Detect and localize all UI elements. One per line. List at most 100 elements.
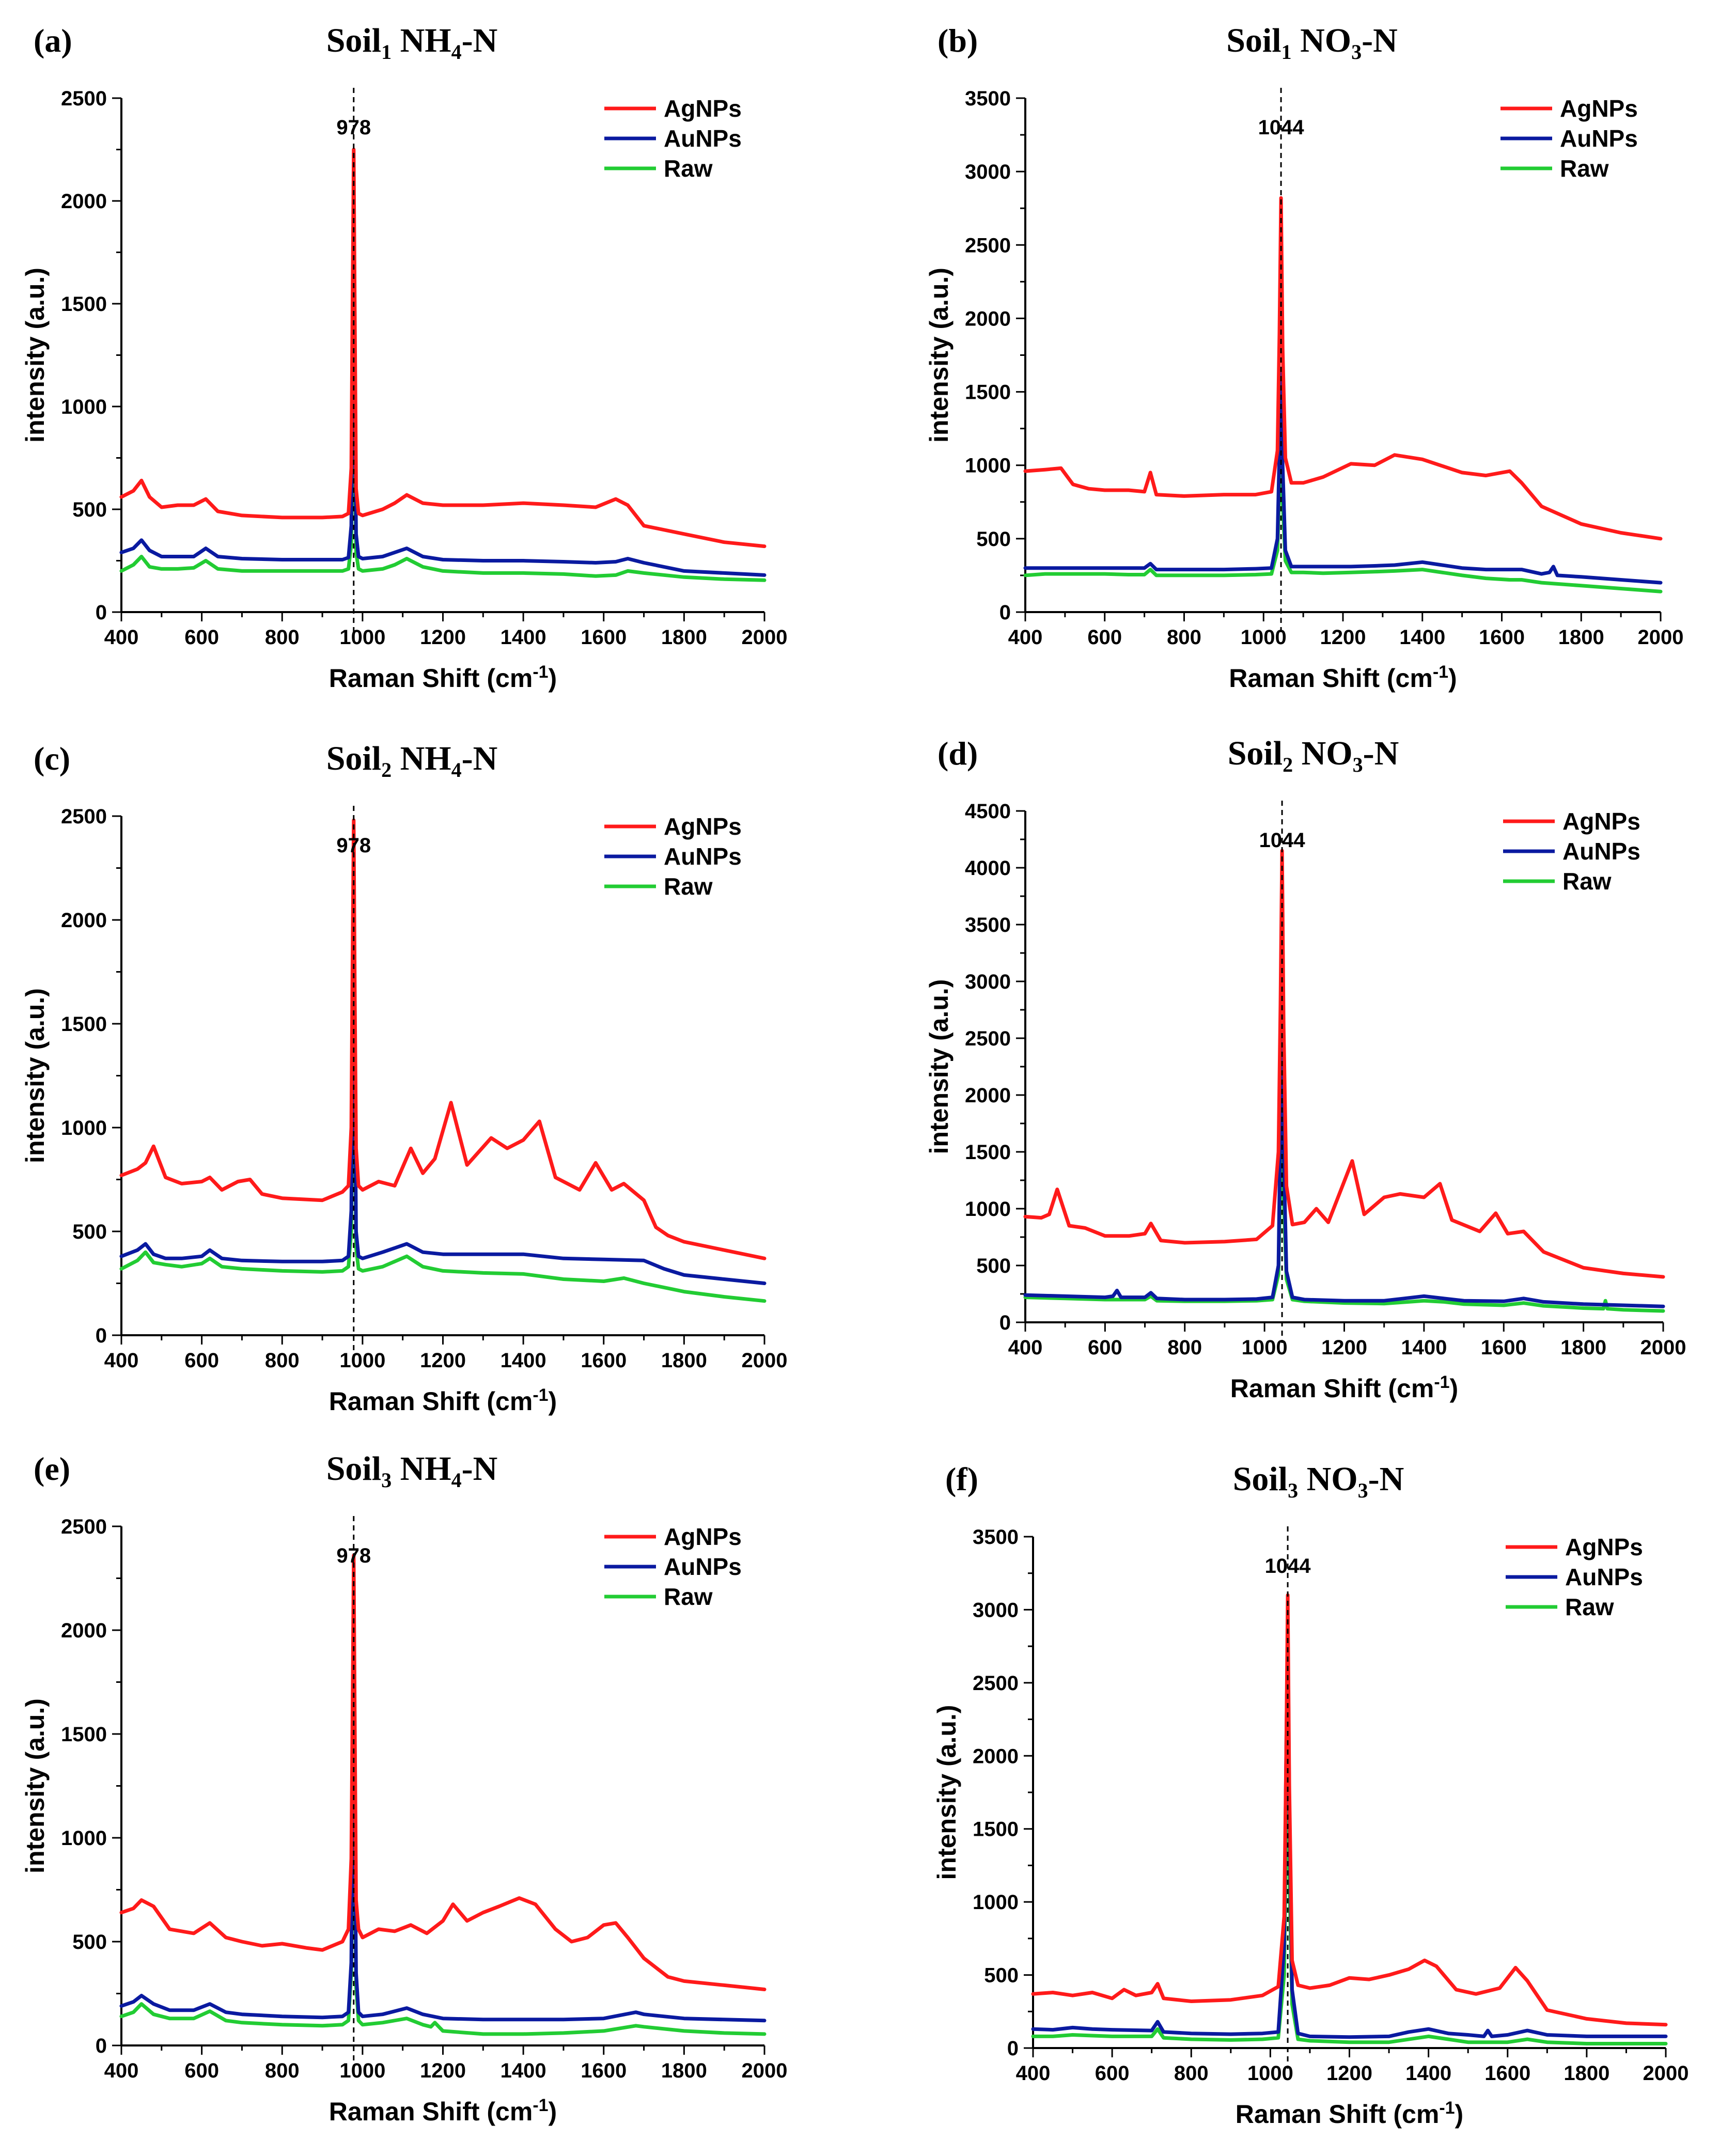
x-tick-label-b: 1600	[1479, 626, 1525, 649]
x-tick-label-a: 600	[184, 626, 219, 649]
x-tick-label-e: 2000	[742, 2059, 788, 2082]
y-tick-label-b: 2000	[965, 307, 1011, 330]
x-axis-label-b: Raman Shift (cm-1)	[1229, 662, 1457, 693]
y-axis-label-a: intensity (a.u.)	[21, 268, 50, 443]
x-tick-label-b: 2000	[1638, 626, 1684, 649]
y-tick-label-c: 1500	[61, 1013, 107, 1036]
x-tick-label-f: 1000	[1247, 2062, 1293, 2085]
x-axis-label-d: Raman Shift (cm-1)	[1230, 1372, 1458, 1403]
y-tick-label-a: 1500	[61, 293, 107, 316]
x-tick-label-b: 400	[1008, 626, 1043, 649]
panel-letter-c: (c)	[34, 740, 70, 777]
x-tick-label-a: 2000	[742, 626, 788, 649]
x-axis-label-f: Raman Shift (cm-1)	[1236, 2098, 1463, 2129]
x-tick-label-f: 400	[1016, 2062, 1051, 2085]
x-tick-label-a: 1400	[501, 626, 546, 649]
y-tick-label-f: 3000	[973, 1599, 1019, 1621]
x-tick-label-a: 800	[265, 626, 300, 649]
y-tick-label-d: 1500	[965, 1141, 1011, 1164]
y-tick-label-b: 1000	[965, 455, 1011, 477]
x-tick-label-c: 1800	[661, 1349, 707, 1372]
legend-label-aunps-f: AuNPs	[1565, 1564, 1643, 1590]
x-axis-label-a: Raman Shift (cm-1)	[329, 662, 557, 693]
y-tick-label-f: 500	[984, 1964, 1019, 1987]
legend-label-raw-f: Raw	[1565, 1593, 1614, 1620]
legend-label-aunps-c: AuNPs	[664, 843, 742, 870]
legend-label-raw-d: Raw	[1562, 868, 1612, 895]
x-tick-label-d: 800	[1167, 1336, 1202, 1359]
x-tick-label-f: 600	[1095, 2062, 1130, 2085]
series-line-agnps-d	[1023, 849, 1665, 1279]
legend-label-agnps-f: AgNPs	[1565, 1534, 1643, 1560]
x-tick-label-d: 1800	[1560, 1336, 1606, 1359]
y-tick-label-a: 0	[96, 601, 107, 624]
x-tick-label-d: 1600	[1481, 1336, 1527, 1359]
chart-panel-f: (f) Soil3 NO3-N 400 600 800 1000 1200 1400 1600 1…	[932, 1460, 1689, 2129]
x-tick-label-e: 800	[265, 2059, 300, 2082]
series-line-agnps-a	[119, 148, 767, 549]
chart-panel-e: (e) Soil3 NH4-N 400 600 800 1000 1200 1400 1600 1…	[21, 1450, 787, 2126]
y-tick-label-d: 0	[999, 1311, 1011, 1334]
legend-label-agnps-c: AgNPs	[664, 813, 742, 840]
series-line-agnps-b	[1023, 196, 1663, 541]
panel-title-f: Soil3 NO3-N	[1233, 1460, 1404, 1502]
y-tick-label-b: 3500	[965, 87, 1011, 110]
panel-letter-d: (d)	[937, 735, 978, 772]
panel-title-a: Soil1 NH4-N	[326, 22, 498, 64]
x-tick-label-d: 1400	[1401, 1336, 1447, 1359]
x-tick-label-b: 600	[1087, 626, 1122, 649]
y-tick-label-d: 4500	[965, 800, 1011, 823]
y-tick-label-b: 2500	[965, 234, 1011, 257]
y-axis-label-d: intensity (a.u.)	[925, 979, 954, 1154]
series-line-aunps-b	[1023, 368, 1663, 585]
x-tick-label-f: 2000	[1643, 2062, 1689, 2085]
series-line-aunps-d	[1023, 1019, 1665, 1308]
y-tick-label-b: 500	[976, 528, 1011, 551]
panel-title-d: Soil2 NO3-N	[1228, 735, 1399, 776]
x-tick-label-f: 1600	[1484, 2062, 1530, 2085]
x-tick-label-a: 1000	[339, 626, 385, 649]
y-tick-label-a: 1000	[61, 396, 107, 418]
y-tick-label-e: 1500	[61, 1723, 107, 1746]
x-tick-label-d: 2000	[1640, 1336, 1686, 1359]
x-tick-label-b: 1800	[1558, 626, 1604, 649]
y-tick-label-e: 2000	[61, 1619, 107, 1642]
legend-label-agnps-b: AgNPs	[1560, 95, 1638, 122]
y-tick-label-f: 3500	[973, 1526, 1019, 1549]
panel-letter-f: (f)	[945, 1461, 978, 1497]
y-tick-label-f: 1500	[973, 1818, 1019, 1841]
x-tick-label-b: 1200	[1320, 626, 1366, 649]
series-line-agnps-c	[119, 818, 767, 1260]
y-tick-label-d: 3000	[965, 971, 1011, 993]
y-tick-label-c: 1000	[61, 1117, 107, 1139]
y-tick-label-c: 500	[72, 1221, 107, 1243]
y-tick-label-e: 1000	[61, 1827, 107, 1850]
x-tick-label-e: 1200	[420, 2059, 466, 2082]
x-tick-label-c: 2000	[742, 1349, 788, 1372]
series-line-agnps-f	[1031, 1593, 1668, 2027]
series-line-raw-d	[1023, 1104, 1665, 1313]
peak-label-e: 978	[336, 1544, 371, 1567]
legend-label-agnps-e: AgNPs	[664, 1523, 742, 1550]
y-tick-label-d: 500	[976, 1255, 1011, 1277]
x-tick-label-c: 600	[184, 1349, 219, 1372]
chart-panel-c: (c) Soil2 NH4-N 400 600 800 1000 1200 1400 1600 1…	[21, 740, 787, 1416]
y-tick-label-d: 3500	[965, 914, 1011, 936]
x-tick-label-e: 400	[104, 2059, 139, 2082]
y-tick-label-b: 0	[999, 601, 1011, 624]
panel-title-b: Soil1 NO3-N	[1226, 22, 1398, 64]
x-tick-label-c: 1200	[420, 1349, 466, 1372]
legend-label-agnps-d: AgNPs	[1562, 808, 1640, 835]
series-line-raw-a	[119, 363, 767, 582]
series-line-raw-c	[119, 1022, 767, 1303]
x-axis-label-e: Raman Shift (cm-1)	[329, 2096, 557, 2126]
chart-panel-b: (b) Soil1 NO3-N 400 600 800 1000 1200 1400 1600 1…	[925, 22, 1683, 693]
peak-label-f: 1044	[1265, 1555, 1311, 1577]
legend-label-agnps-a: AgNPs	[664, 95, 742, 122]
x-tick-label-b: 800	[1167, 626, 1201, 649]
panel-letter-b: (b)	[937, 22, 978, 59]
x-tick-label-c: 1600	[581, 1349, 627, 1372]
x-tick-label-d: 1000	[1242, 1336, 1288, 1359]
y-tick-label-a: 500	[72, 498, 107, 521]
